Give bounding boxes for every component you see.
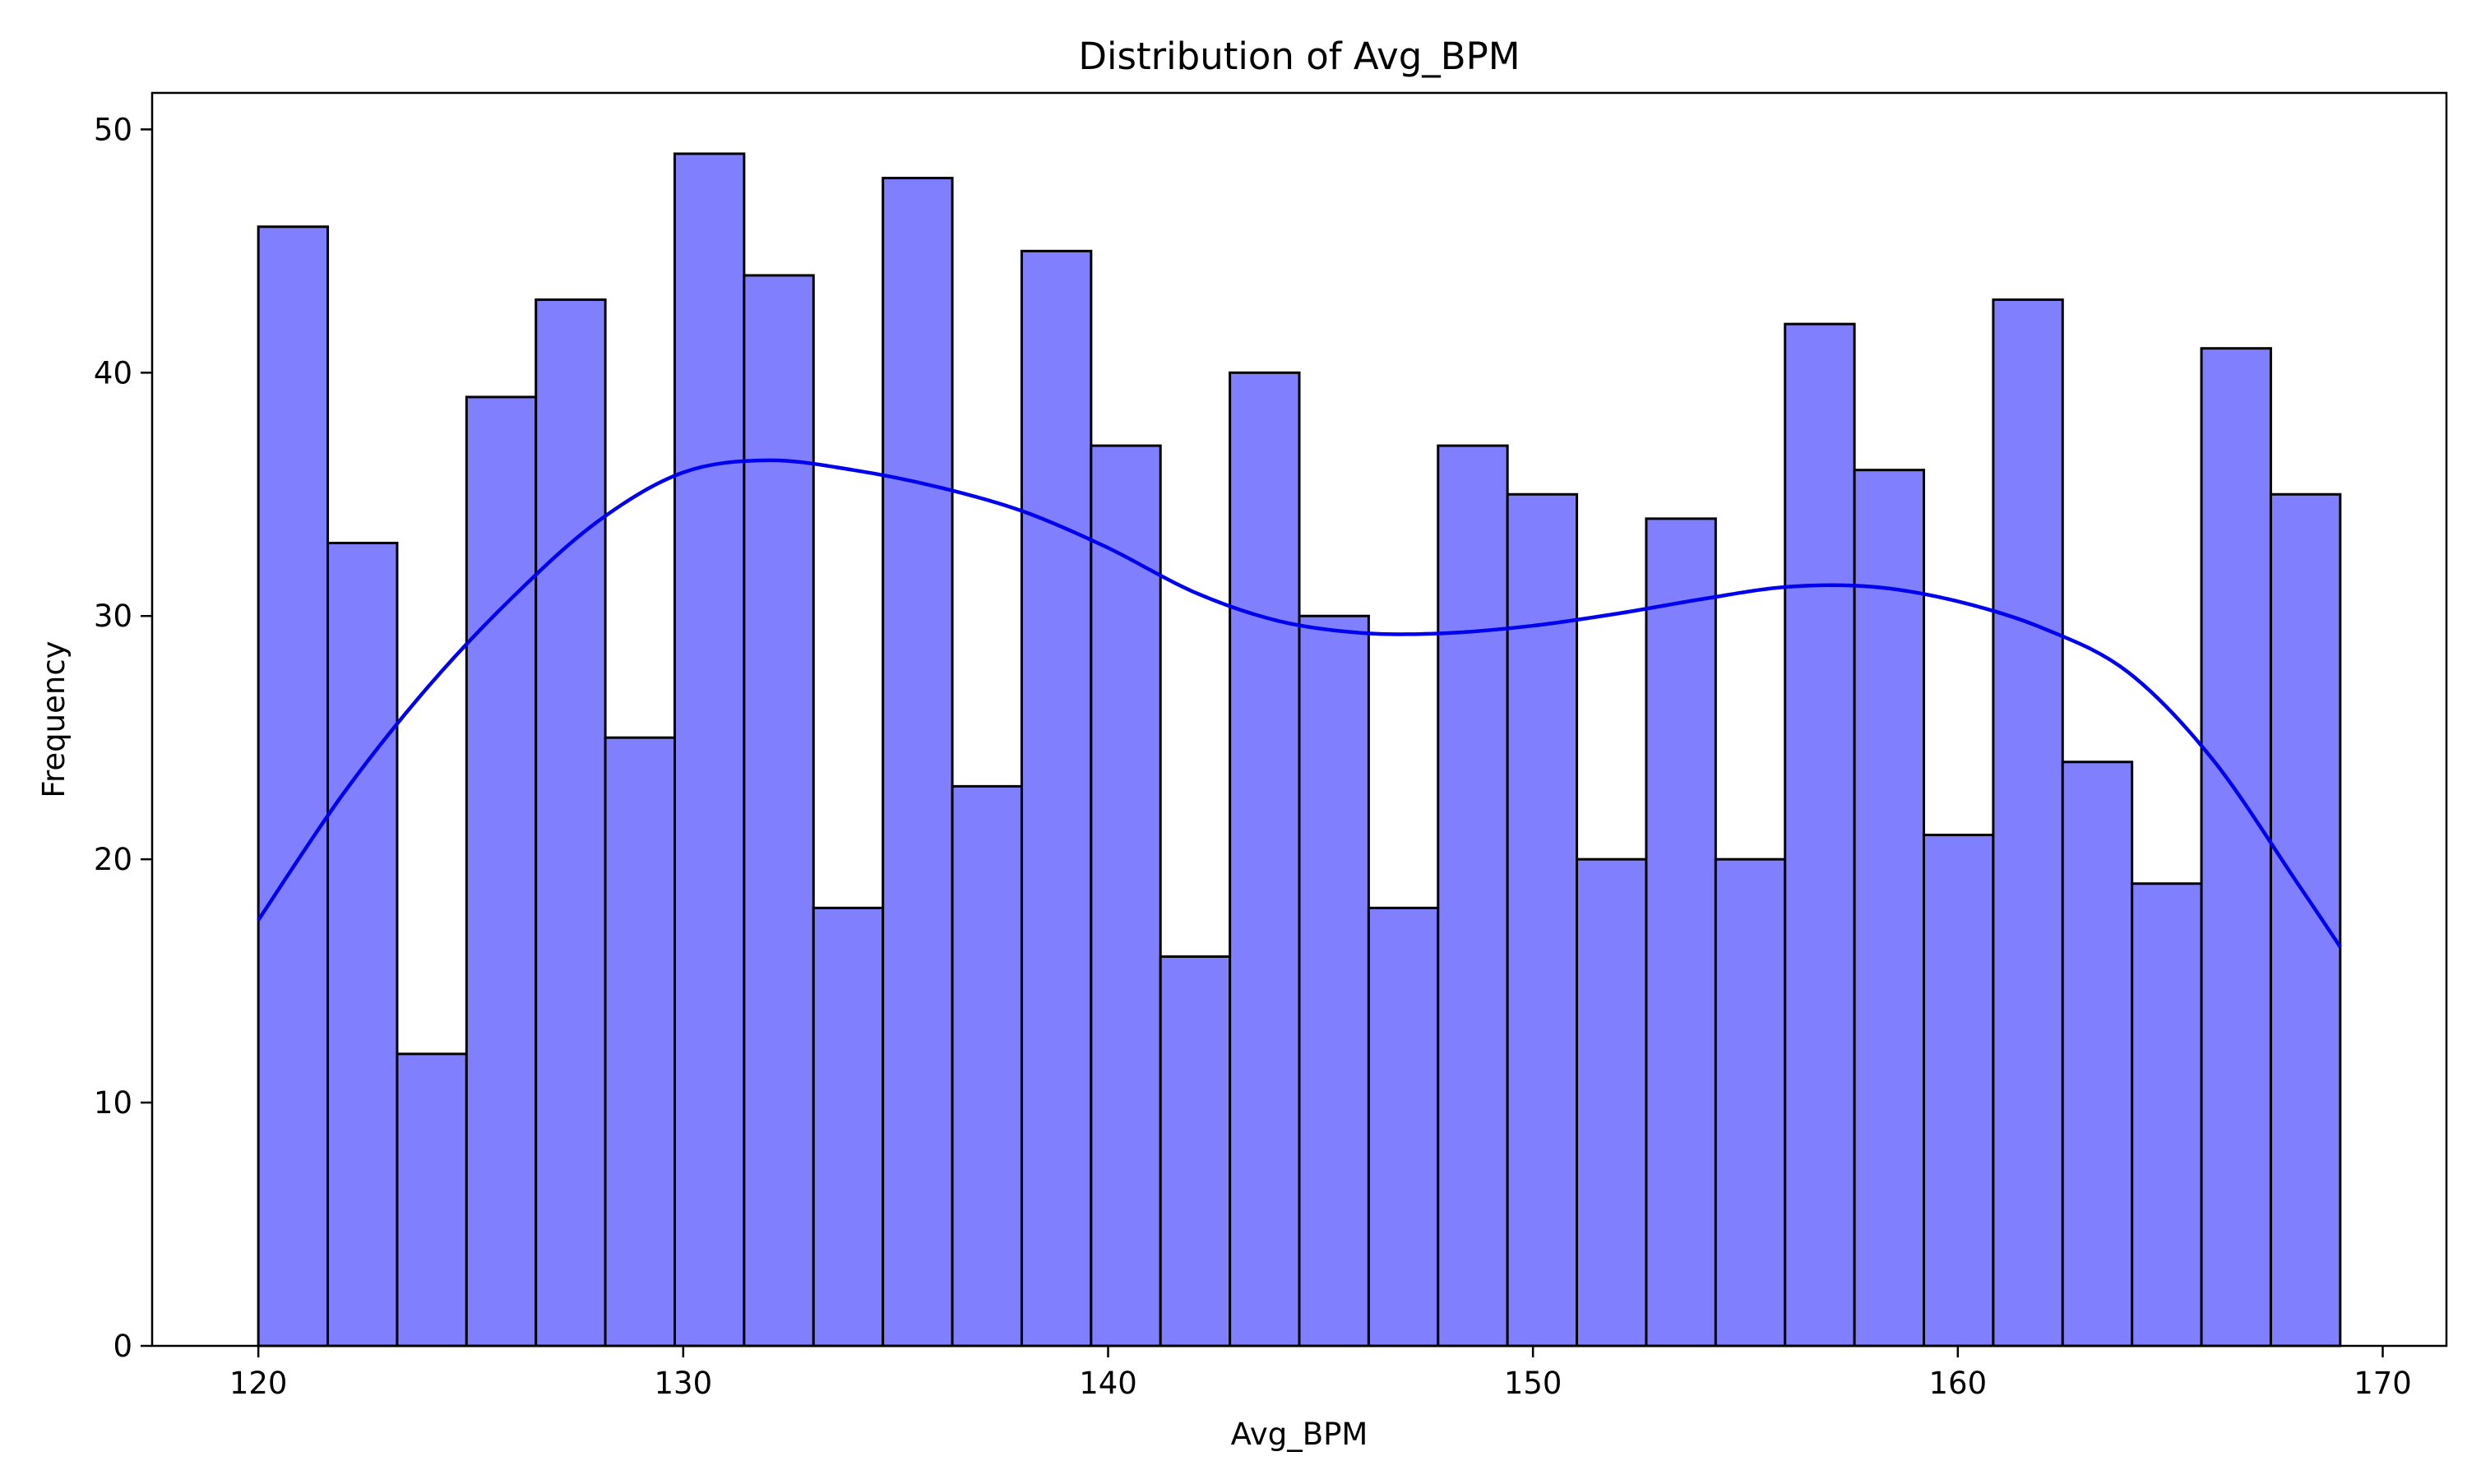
y-tick-label-40: 40 <box>94 355 132 391</box>
y-tick-label-20: 20 <box>94 842 132 877</box>
histogram-bar-28 <box>2131 882 2203 1348</box>
histogram-bar-13 <box>1090 444 1162 1348</box>
histogram-bar-6 <box>604 736 676 1348</box>
histogram-bar-11 <box>951 784 1023 1348</box>
histogram-bar-25 <box>1923 834 1995 1348</box>
kde-curve <box>257 458 2342 948</box>
histogram-bar-27 <box>2061 760 2134 1348</box>
histogram-bar-5 <box>535 298 607 1348</box>
x-tick-label-140: 140 <box>1079 1366 1137 1401</box>
x-tick-label-130: 130 <box>655 1366 713 1401</box>
x-tick-label-170: 170 <box>2354 1366 2412 1401</box>
histogram-bar-3 <box>396 1052 468 1348</box>
histogram-bar-16 <box>1298 614 1370 1348</box>
x-axis: 120 130 140 150 160 170 <box>229 1346 2412 1401</box>
x-tick-label-120: 120 <box>229 1366 288 1401</box>
histogram-bar-23 <box>1784 322 1856 1348</box>
y-axis: 0 10 20 30 40 50 <box>94 112 152 1364</box>
histogram-bar-24 <box>1853 469 1925 1348</box>
histogram-bar-19 <box>1506 492 1579 1348</box>
histogram-bar-20 <box>1576 858 1648 1348</box>
y-tick-label-10: 10 <box>94 1085 132 1121</box>
chart-title: Distribution of Avg_BPM <box>1078 35 1520 78</box>
y-axis-label: Frequency <box>36 640 72 797</box>
y-tick-label-0: 0 <box>113 1329 132 1364</box>
kde-layer <box>257 458 2342 948</box>
histogram-bar-2 <box>326 541 399 1348</box>
x-axis-label: Avg_BPM <box>1231 1417 1368 1452</box>
histogram-bar-26 <box>1992 298 2064 1348</box>
histogram-bar-21 <box>1645 517 1717 1348</box>
y-tick-label-50: 50 <box>94 112 132 147</box>
histogram-bar-7 <box>673 152 746 1348</box>
bars-layer <box>257 152 2342 1348</box>
histogram-bar-14 <box>1159 955 1232 1348</box>
histogram-bar-1 <box>257 225 330 1348</box>
histogram-bar-12 <box>1020 249 1093 1348</box>
histogram-bar-18 <box>1437 444 1509 1348</box>
histogram-bar-22 <box>1714 858 1787 1348</box>
histogram-bar-9 <box>812 906 885 1348</box>
y-tick-label-30: 30 <box>94 599 132 634</box>
plot-frame <box>150 91 2448 1348</box>
x-tick-label-160: 160 <box>1929 1366 1988 1401</box>
histogram-bar-4 <box>465 395 538 1348</box>
histogram-bar-15 <box>1229 371 1301 1348</box>
histogram-bar-30 <box>2269 492 2342 1348</box>
x-tick-label-150: 150 <box>1504 1366 1562 1401</box>
histogram-bar-8 <box>743 274 815 1348</box>
histogram-bar-17 <box>1367 906 1440 1348</box>
histogram-bar-29 <box>2200 347 2272 1348</box>
histogram-bar-10 <box>882 177 954 1348</box>
